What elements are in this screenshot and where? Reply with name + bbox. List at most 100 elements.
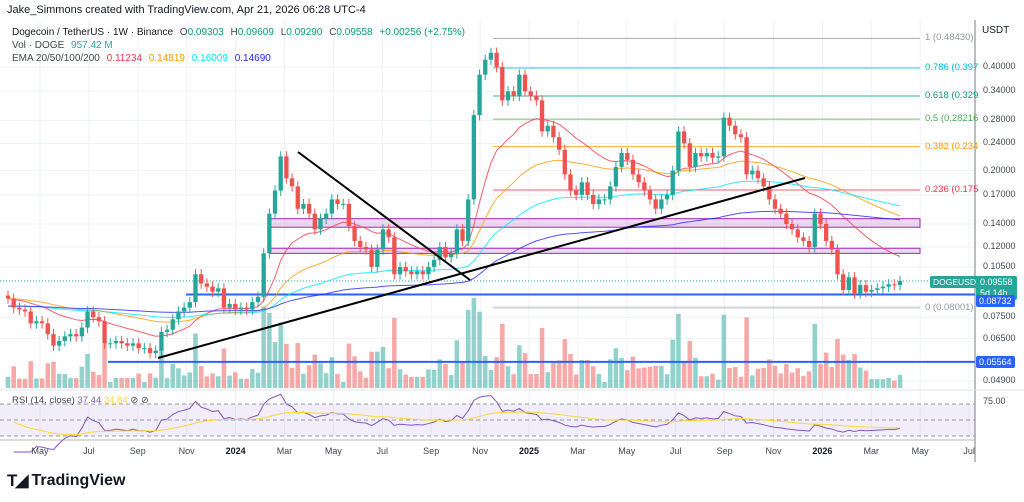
volume-bar: [79, 366, 85, 388]
high-label: H: [230, 27, 238, 38]
volume-bar: [346, 343, 352, 388]
volume-bar: [39, 378, 45, 388]
ema-100-value: 0.16009: [191, 53, 228, 64]
currency-unit[interactable]: USDT: [982, 25, 1010, 36]
volume-bar: [539, 328, 545, 388]
candle-body: [823, 223, 829, 241]
volume-bar: [181, 375, 187, 388]
candle-body: [579, 182, 584, 195]
volume-bar: [170, 363, 176, 388]
volume-bar: [767, 359, 772, 388]
volume-bar: [142, 382, 147, 388]
volume-bar: [795, 368, 801, 388]
fib-label: 0.618 (0.329: [925, 89, 979, 101]
candle-body: [39, 321, 45, 324]
volume-bar: [352, 356, 357, 388]
candle-body: [738, 134, 744, 138]
volume-bar: [380, 347, 386, 388]
rsi-level-75: 75.00: [983, 396, 1006, 406]
candle-body: [68, 334, 73, 337]
candle-body: [602, 199, 607, 201]
symbol-title: Dogecoin / TetherUS · 1W · Binance: [12, 27, 174, 38]
candle-body: [301, 203, 306, 209]
candle-body: [477, 74, 482, 116]
close-value: 0.09558: [336, 27, 373, 38]
volume-bar: [755, 368, 761, 388]
volume-bar: [857, 367, 863, 388]
candle-body: [761, 178, 766, 187]
candle-body: [426, 266, 431, 275]
volume-bar: [607, 359, 613, 388]
volume-bar: [693, 357, 698, 388]
low-value: 0.09290: [286, 27, 323, 38]
fib-label: 1 (0.48430): [925, 32, 974, 44]
support-tag-1: 0.08732: [976, 295, 1015, 307]
candle-body: [295, 186, 300, 209]
volume-bar: [863, 370, 869, 388]
price-tick: 0.14000: [983, 217, 1016, 228]
candle-body: [613, 166, 619, 187]
fib-label: 0.382 (0.234: [925, 140, 979, 152]
price-tick: 0.24000: [983, 137, 1016, 148]
candle-body: [130, 343, 136, 346]
candle-body: [710, 153, 715, 158]
candle-body: [45, 323, 50, 335]
volume-bar: [68, 378, 73, 388]
time-tick: Jul: [669, 446, 682, 456]
candle-body: [341, 203, 346, 205]
candle-body: [647, 190, 653, 200]
candle-body: [573, 190, 579, 195]
hide-icon[interactable]: ⊘ ⊘: [130, 395, 149, 406]
volume-bar: [392, 317, 397, 388]
volume-bar: [630, 356, 636, 388]
volume-bar: [56, 373, 62, 388]
volume-bar: [17, 378, 22, 388]
candle-body: [806, 240, 812, 247]
candle-body: [505, 91, 511, 101]
candle-body: [34, 321, 39, 324]
candle-body: [272, 190, 278, 214]
candle-body: [653, 199, 658, 209]
volume-bar: [761, 367, 766, 388]
volume-bar: [34, 378, 39, 388]
candle-body: [199, 274, 204, 284]
candle-body: [79, 327, 85, 337]
time-tick: Nov: [472, 446, 489, 456]
candle-body: [74, 334, 79, 337]
volume-value: 957.42 M: [71, 40, 113, 51]
volume-bar: [176, 368, 181, 388]
ema-20-value: 0.11234: [106, 53, 143, 64]
tradingview-logo[interactable]: T◢ TradingView: [7, 471, 125, 491]
volume-bar: [732, 367, 738, 388]
time-tick: 2025: [518, 446, 540, 456]
candle-body: [704, 153, 709, 157]
volume-bar: [522, 353, 528, 388]
volume-bar: [556, 360, 562, 388]
candle-body: [153, 350, 158, 354]
candle-body: [187, 302, 192, 308]
candle-body: [698, 153, 704, 157]
volume-bar: [829, 367, 835, 388]
volume-bar: [477, 311, 482, 388]
candle-body: [250, 302, 255, 310]
candle-body: [238, 307, 244, 310]
candle-body: [755, 170, 761, 179]
price-tick: 0.17000: [983, 188, 1016, 199]
candle-body: [608, 186, 613, 200]
volume-bar: [147, 373, 153, 388]
trendline-up: [157, 177, 806, 359]
candle-body: [556, 137, 562, 150]
volume-bar: [153, 377, 158, 388]
candle-body: [11, 298, 16, 308]
candle-body: [727, 117, 732, 126]
volume-bar: [90, 371, 96, 388]
volume-bar: [227, 375, 232, 388]
volume-bar: [414, 376, 420, 388]
candle-body: [471, 115, 477, 200]
volume-bar: [579, 360, 585, 388]
candle-body: [170, 319, 175, 330]
candle-body: [585, 182, 590, 195]
candle-body: [659, 199, 664, 209]
